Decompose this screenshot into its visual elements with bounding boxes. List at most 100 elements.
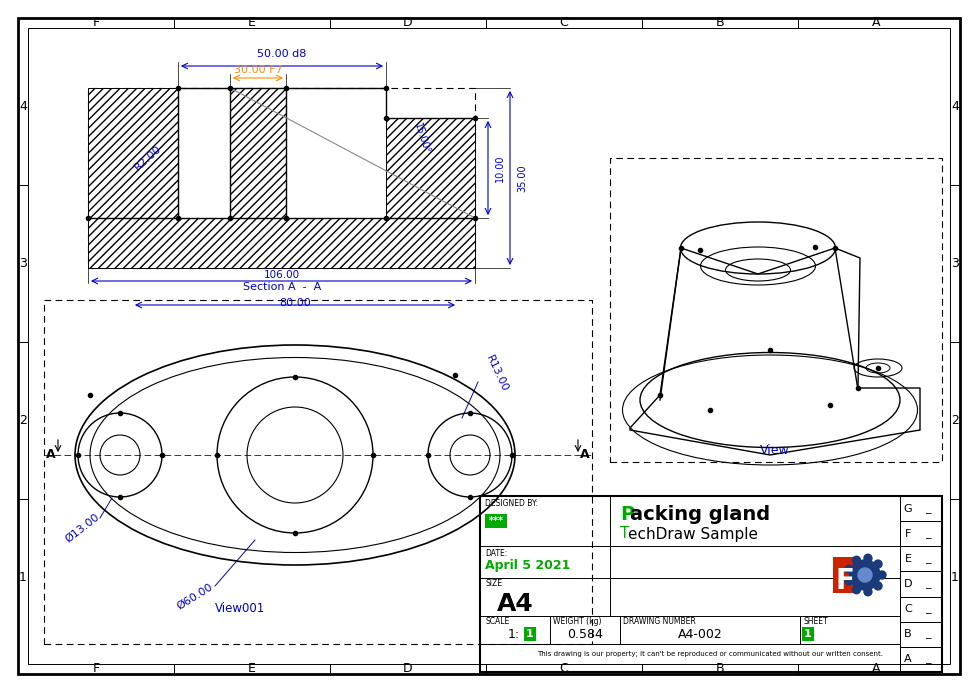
Circle shape — [852, 585, 860, 594]
Circle shape — [873, 582, 881, 590]
Text: 35.00: 35.00 — [517, 164, 527, 192]
Text: DESIGNED BY:: DESIGNED BY: — [485, 500, 537, 509]
Text: SCALE: SCALE — [485, 617, 509, 626]
Text: 1: 1 — [19, 571, 27, 584]
Text: D: D — [403, 17, 412, 30]
Bar — [610, 158, 941, 462]
Text: A4: A4 — [496, 592, 532, 616]
Text: A: A — [904, 655, 911, 664]
Bar — [899, 572, 941, 597]
Text: _: _ — [924, 504, 930, 513]
Text: April 5 2021: April 5 2021 — [485, 560, 570, 572]
Text: D: D — [903, 579, 912, 589]
Bar — [485, 514, 506, 528]
Bar — [480, 496, 941, 672]
Text: Ø60.00: Ø60.00 — [175, 582, 215, 612]
Text: 1: 1 — [950, 571, 958, 584]
Circle shape — [877, 571, 885, 579]
Text: F: F — [834, 567, 853, 595]
Text: E: E — [248, 662, 256, 675]
Bar — [899, 621, 941, 647]
Text: C: C — [903, 604, 911, 614]
Text: A4-002: A4-002 — [677, 628, 722, 641]
Circle shape — [844, 577, 852, 585]
Bar — [230, 88, 285, 218]
Text: acking gland: acking gland — [629, 504, 769, 524]
Text: 3: 3 — [950, 257, 958, 270]
Text: 30.00 F7: 30.00 F7 — [234, 65, 282, 75]
Circle shape — [857, 568, 871, 582]
Text: _: _ — [924, 604, 930, 614]
Bar — [899, 496, 941, 521]
Text: _: _ — [924, 554, 930, 564]
Text: DATE:: DATE: — [485, 549, 507, 558]
Text: A: A — [46, 448, 56, 462]
Text: _: _ — [924, 629, 930, 639]
Text: Ø13.00: Ø13.00 — [63, 511, 101, 545]
Text: View: View — [759, 444, 789, 457]
Text: WEIGHT (kg): WEIGHT (kg) — [552, 617, 601, 626]
Text: SHEET: SHEET — [802, 617, 827, 626]
Text: F: F — [904, 529, 911, 538]
Text: R2.00: R2.00 — [133, 143, 163, 172]
Text: DRAWING NUMBER: DRAWING NUMBER — [622, 617, 695, 626]
Text: E: E — [248, 17, 256, 30]
Text: 2: 2 — [950, 414, 958, 427]
Text: 1:: 1: — [507, 628, 520, 641]
Text: echDraw Sample: echDraw Sample — [627, 527, 757, 542]
Text: A: A — [871, 662, 879, 675]
Text: B: B — [715, 17, 724, 30]
Text: 80.00: 80.00 — [278, 298, 311, 308]
Text: 0.584: 0.584 — [567, 628, 603, 641]
Bar — [801, 627, 813, 641]
Text: View001: View001 — [215, 601, 265, 614]
Bar — [899, 597, 941, 621]
Text: 2: 2 — [19, 414, 27, 427]
Text: 3: 3 — [19, 257, 27, 270]
Circle shape — [873, 560, 881, 568]
Text: C: C — [559, 662, 568, 675]
Text: B: B — [904, 629, 911, 639]
Text: 10.00: 10.00 — [494, 154, 504, 182]
Bar — [88, 218, 475, 268]
Bar — [524, 627, 535, 641]
Circle shape — [849, 560, 879, 590]
Bar — [899, 546, 941, 572]
Circle shape — [844, 565, 852, 573]
Text: 50.00 d8: 50.00 d8 — [257, 49, 307, 59]
Text: F: F — [93, 662, 100, 675]
Bar — [44, 300, 591, 644]
Bar — [386, 118, 475, 218]
Text: F: F — [93, 17, 100, 30]
Text: 4: 4 — [19, 100, 27, 113]
Text: 4: 4 — [950, 100, 958, 113]
Circle shape — [863, 554, 871, 563]
Text: 1: 1 — [526, 629, 533, 639]
Bar — [899, 647, 941, 672]
Text: B: B — [715, 662, 724, 675]
Bar — [88, 88, 178, 218]
Bar — [832, 557, 854, 593]
Bar — [88, 88, 475, 268]
Text: C: C — [559, 17, 568, 30]
Text: A: A — [579, 448, 589, 462]
Text: Section A  -  A: Section A - A — [242, 282, 320, 292]
Text: P: P — [619, 504, 633, 524]
Text: _: _ — [924, 529, 930, 538]
Text: D: D — [403, 662, 412, 675]
Text: 15.00°: 15.00° — [412, 121, 431, 155]
Text: R13.00: R13.00 — [484, 354, 509, 394]
Text: ***: *** — [488, 516, 503, 526]
Bar — [899, 521, 941, 546]
Circle shape — [852, 556, 860, 564]
Text: _: _ — [924, 579, 930, 589]
Text: G: G — [903, 504, 912, 513]
Text: SIZE: SIZE — [485, 579, 501, 588]
Circle shape — [863, 588, 871, 596]
Text: This drawing is our property; it can't be reproduced or communicated without our: This drawing is our property; it can't b… — [536, 651, 882, 657]
Text: 1: 1 — [803, 629, 811, 639]
Text: _: _ — [924, 655, 930, 664]
Text: T: T — [619, 527, 629, 542]
Text: E: E — [904, 554, 911, 564]
Text: 106.00: 106.00 — [264, 270, 300, 280]
